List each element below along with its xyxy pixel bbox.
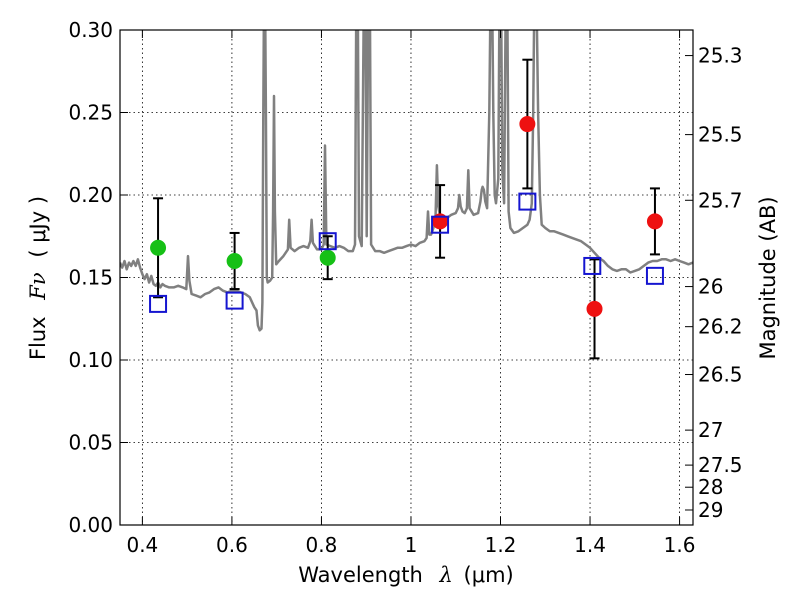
y2-tick-label: 27.5 [698,453,743,477]
y-tick-label: 0.10 [68,348,113,372]
tick-labels: 0.4 0.6 0.8 1 1.2 1.4 1.6 0.00 0.05 0.10 0.15 0.20 0… [68,18,742,557]
y-tick-label: 0.30 [68,18,113,42]
y2-tick-label: 28 [698,475,723,499]
red-data-point [646,213,663,230]
y-axis-label: Flux Fν ( μJy ) [26,196,50,360]
model-photometry-box [318,232,337,251]
error-bars [153,58,660,360]
x-axis-label-prefix: Wavelength [298,563,423,587]
y2-tick-label: 29 [698,498,723,522]
x-axis-label-symbol: λ [439,563,453,587]
green-data-point [319,249,336,266]
x-axis-label-unit: (μm) [464,563,514,587]
model-photometry-box [583,256,602,275]
model-photometry-box [225,291,244,310]
y-tick-label: 0.20 [68,183,113,207]
red-data-point [519,116,536,133]
model-photometry-box [431,215,450,234]
model-photometry-box [518,192,537,211]
y-axis-label-symbol: Fν [26,272,50,301]
model-spectrum [120,30,693,332]
x-tick-label: 1.2 [485,533,517,557]
grid-lines [120,30,693,525]
y2-tick-label: 26.5 [698,363,743,387]
y-tick-label: 0.25 [68,101,113,125]
axis-ticks [120,29,693,526]
x-tick-label: 1 [405,533,418,557]
data-points [149,116,664,317]
y2-tick-label: 27 [698,418,723,442]
green-data-point [226,253,243,269]
y2-tick-label: 25.7 [698,188,743,212]
y-tick-label: 0.05 [68,431,113,455]
x-tick-label: 1.6 [664,533,696,557]
y-tick-label: 0.15 [68,266,113,290]
y2-tick-label: 26 [698,275,723,299]
model-photometry-box [149,294,168,313]
y-axis-label-unit: ( μJy ) [26,196,50,258]
spectrum-line [120,30,693,332]
x-tick-label: 0.6 [216,533,248,557]
x-tick-label: 0.8 [306,533,338,557]
x-axis-label: Wavelength λ (μm) [298,563,513,587]
y2-tick-label: 26.2 [698,315,743,339]
y2-axis-label: Magnitude (AB) [756,196,780,359]
model-photometry-box [645,266,664,285]
y-axis-label-prefix: Flux [26,316,50,360]
green-data-point [150,239,167,256]
y2-tick-label: 25.3 [698,44,743,68]
red-data-point [586,300,603,317]
y2-tick-label: 25.5 [698,123,743,147]
x-tick-label: 1.4 [574,533,606,557]
y-tick-label: 0.00 [68,513,113,537]
x-tick-label: 0.4 [126,533,158,557]
